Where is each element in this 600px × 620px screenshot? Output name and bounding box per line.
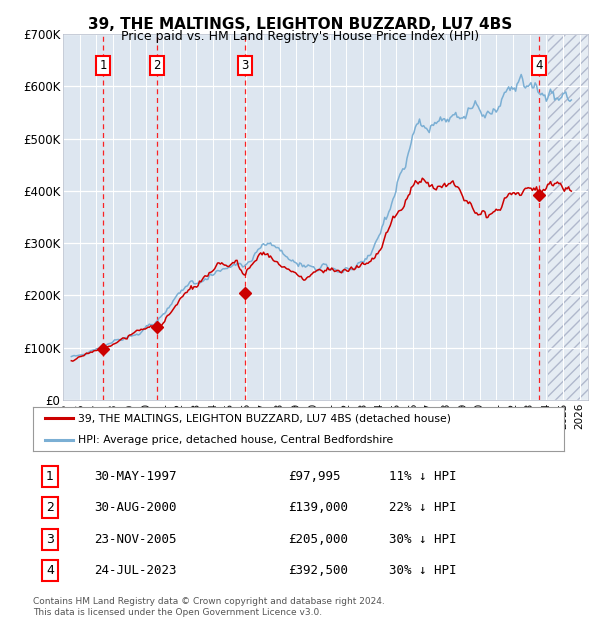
- Text: £392,500: £392,500: [288, 564, 348, 577]
- Text: 4: 4: [535, 59, 543, 72]
- Text: 24-JUL-2023: 24-JUL-2023: [94, 564, 176, 577]
- Text: £97,995: £97,995: [288, 470, 340, 483]
- Text: 30-MAY-1997: 30-MAY-1997: [94, 470, 176, 483]
- Text: 22% ↓ HPI: 22% ↓ HPI: [389, 502, 456, 515]
- Text: 1: 1: [46, 470, 54, 483]
- Text: 2: 2: [46, 502, 54, 515]
- Text: 30% ↓ HPI: 30% ↓ HPI: [389, 564, 456, 577]
- Text: 3: 3: [46, 533, 54, 546]
- Text: £205,000: £205,000: [288, 533, 348, 546]
- Text: HPI: Average price, detached house, Central Bedfordshire: HPI: Average price, detached house, Cent…: [78, 435, 394, 445]
- Text: Price paid vs. HM Land Registry's House Price Index (HPI): Price paid vs. HM Land Registry's House …: [121, 30, 479, 43]
- Text: £139,000: £139,000: [288, 502, 348, 515]
- Text: 4: 4: [46, 564, 54, 577]
- Text: Contains HM Land Registry data © Crown copyright and database right 2024.
This d: Contains HM Land Registry data © Crown c…: [33, 598, 385, 617]
- Text: 30-AUG-2000: 30-AUG-2000: [94, 502, 176, 515]
- Text: 30% ↓ HPI: 30% ↓ HPI: [389, 533, 456, 546]
- Bar: [548, 34, 588, 400]
- Text: 2: 2: [154, 59, 161, 72]
- Text: 23-NOV-2005: 23-NOV-2005: [94, 533, 176, 546]
- Text: 3: 3: [241, 59, 248, 72]
- Bar: [548, 34, 588, 400]
- Text: 11% ↓ HPI: 11% ↓ HPI: [389, 470, 456, 483]
- Text: 39, THE MALTINGS, LEIGHTON BUZZARD, LU7 4BS: 39, THE MALTINGS, LEIGHTON BUZZARD, LU7 …: [88, 17, 512, 32]
- Text: 1: 1: [100, 59, 107, 72]
- Text: 39, THE MALTINGS, LEIGHTON BUZZARD, LU7 4BS (detached house): 39, THE MALTINGS, LEIGHTON BUZZARD, LU7 …: [78, 414, 451, 423]
